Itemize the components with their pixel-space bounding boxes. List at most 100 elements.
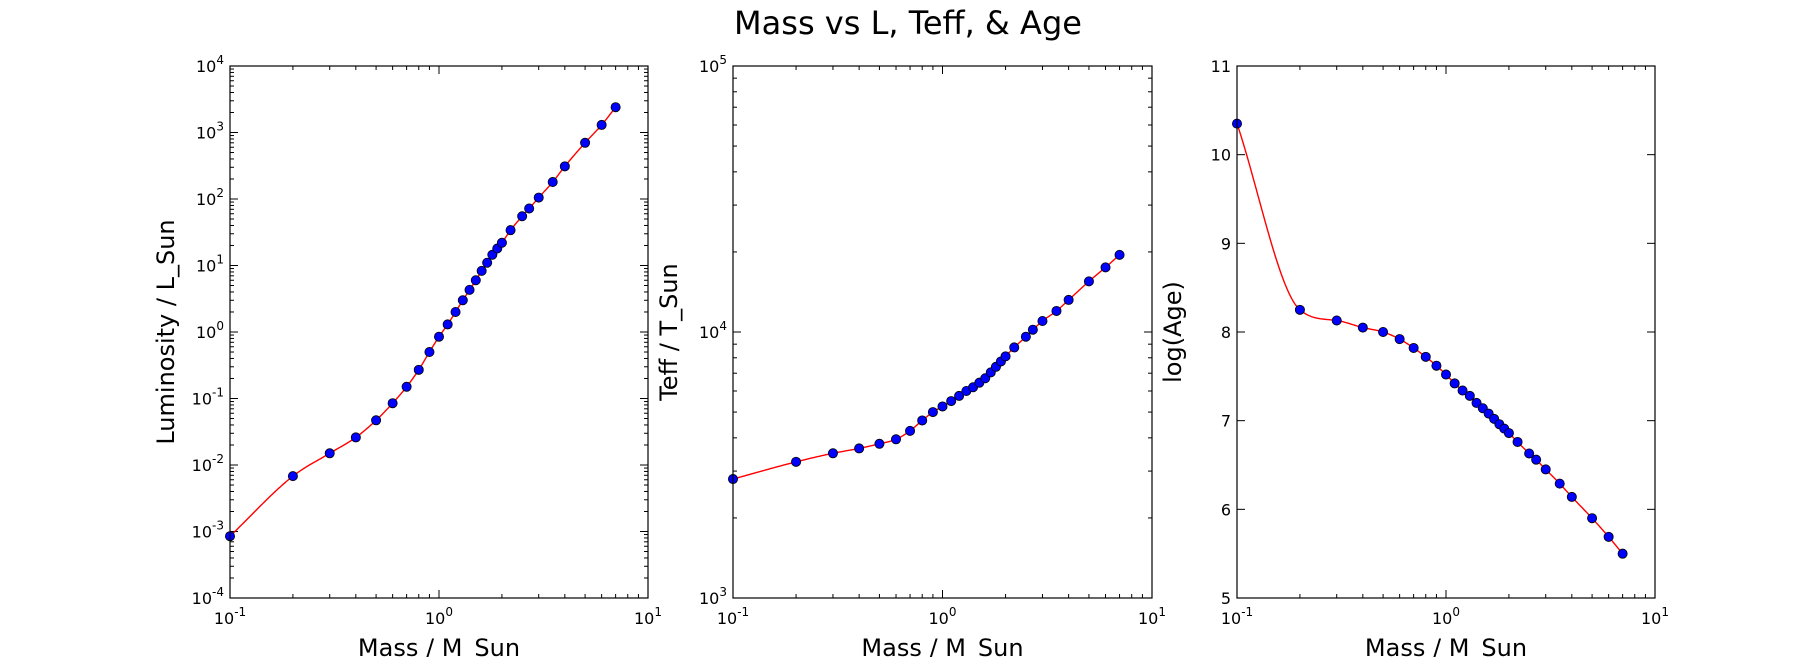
data-point (1540, 464, 1551, 475)
data-point (496, 237, 507, 248)
y-tick-label-base: 10 (196, 323, 216, 342)
x-axis-label: Mass / M_Sun (861, 634, 1023, 657)
data-point (433, 331, 444, 342)
series-line (230, 106, 617, 537)
y-tick-label-base: 10 (699, 57, 719, 76)
y-tick-label-base: 10 (192, 390, 212, 409)
data-point (1503, 428, 1514, 439)
data-point (891, 434, 902, 445)
x-tick-label: 100 (1432, 605, 1460, 628)
y-tick-label-base: 10 (196, 57, 216, 76)
data-point (954, 390, 965, 401)
y-tick-label-base: 10 (196, 257, 216, 276)
y-tick-label: 10 (1211, 146, 1231, 165)
y-tick-label-exp: 4 (719, 319, 727, 333)
data-point (1378, 326, 1389, 337)
data-point (559, 161, 570, 172)
data-point (1603, 531, 1614, 542)
data-point (324, 448, 335, 459)
data-point (1420, 351, 1431, 362)
x-tick-label: 100 (425, 605, 453, 628)
data-point (1037, 315, 1048, 326)
y-tick-label-base: 10 (192, 523, 212, 542)
x-tick-label: 10-1 (717, 605, 749, 628)
data-point (442, 319, 453, 330)
y-tick-label-base: 10 (192, 589, 212, 608)
x-tick-label: 10-1 (1221, 605, 1253, 628)
y-axis-label: Teff / T_Sun (655, 263, 683, 402)
x-tick-label-base: 10 (214, 609, 234, 628)
x-tick-label-base: 10 (1138, 609, 1158, 628)
data-point (1009, 342, 1020, 353)
data-point (1100, 262, 1111, 273)
y-tick-label: 100 (196, 319, 224, 342)
x-tick-label-exp: 0 (1452, 605, 1460, 619)
y-tick-label: 101 (196, 253, 224, 276)
y-tick-label-exp: 0 (216, 319, 224, 333)
y-tick-label: 9 (1221, 234, 1231, 253)
data-point (401, 381, 412, 392)
data-point (874, 438, 885, 449)
x-tick-label-exp: -1 (234, 605, 246, 619)
x-tick-label-base: 10 (425, 609, 445, 628)
data-point (547, 177, 558, 188)
data-point (1617, 548, 1628, 559)
x-tick-label-base: 10 (1641, 609, 1661, 628)
data-point (1431, 360, 1442, 371)
data-point (917, 415, 928, 426)
data-point (1020, 331, 1031, 342)
plot-area-frame (1236, 65, 1656, 599)
plot-area-frame (732, 65, 1153, 599)
data-point (1464, 390, 1475, 401)
data-point (791, 456, 802, 467)
data-point (517, 211, 528, 222)
data-point (287, 471, 298, 482)
data-point (1357, 322, 1368, 333)
x-tick-label-exp: 1 (1661, 605, 1669, 619)
y-tick-label-base: 5 (1221, 589, 1231, 608)
x-tick-label-exp: 0 (949, 605, 957, 619)
data-point (387, 398, 398, 409)
x-tick-label: 101 (1641, 605, 1669, 628)
data-point (827, 448, 838, 459)
y-tick-label: 104 (699, 319, 727, 342)
y-tick-label: 8 (1221, 323, 1231, 342)
x-axis-label: Mass / M_Sun (1365, 634, 1527, 657)
x-tick-label: 101 (1138, 605, 1166, 628)
y-tick-label-base: 10 (192, 456, 212, 475)
data-point (946, 396, 957, 407)
x-tick-label-base: 10 (1432, 609, 1452, 628)
y-tick-label: 105 (699, 53, 727, 76)
data-point (1000, 351, 1011, 362)
series-line (1237, 123, 1624, 555)
data-point (1531, 454, 1542, 465)
data-point (457, 295, 468, 306)
x-tick-label-exp: -1 (1241, 605, 1253, 619)
y-tick-label-base: 10 (196, 124, 216, 143)
data-point (1408, 342, 1419, 353)
x-tick-label: 101 (634, 605, 662, 628)
data-point (1063, 294, 1074, 305)
y-tick-label-exp: -4 (212, 585, 224, 599)
y-tick-label-base: 10 (196, 190, 216, 209)
data-point (927, 407, 938, 418)
data-point (1394, 334, 1405, 345)
y-tick-label-exp: -1 (212, 386, 224, 400)
data-point (450, 306, 461, 317)
y-tick-label: 102 (196, 186, 224, 209)
data-point (937, 401, 948, 412)
y-tick-label: 10-3 (192, 519, 224, 542)
y-tick-label-exp: 4 (216, 53, 224, 67)
data-point (1457, 385, 1468, 396)
plot-area-frame (229, 65, 649, 599)
data-point (505, 225, 516, 236)
data-point (1449, 378, 1460, 389)
y-tick-label: 10-1 (192, 386, 224, 409)
x-tick-label-base: 10 (634, 609, 654, 628)
data-point (1083, 276, 1094, 287)
data-point (413, 364, 424, 375)
data-point (905, 425, 916, 436)
